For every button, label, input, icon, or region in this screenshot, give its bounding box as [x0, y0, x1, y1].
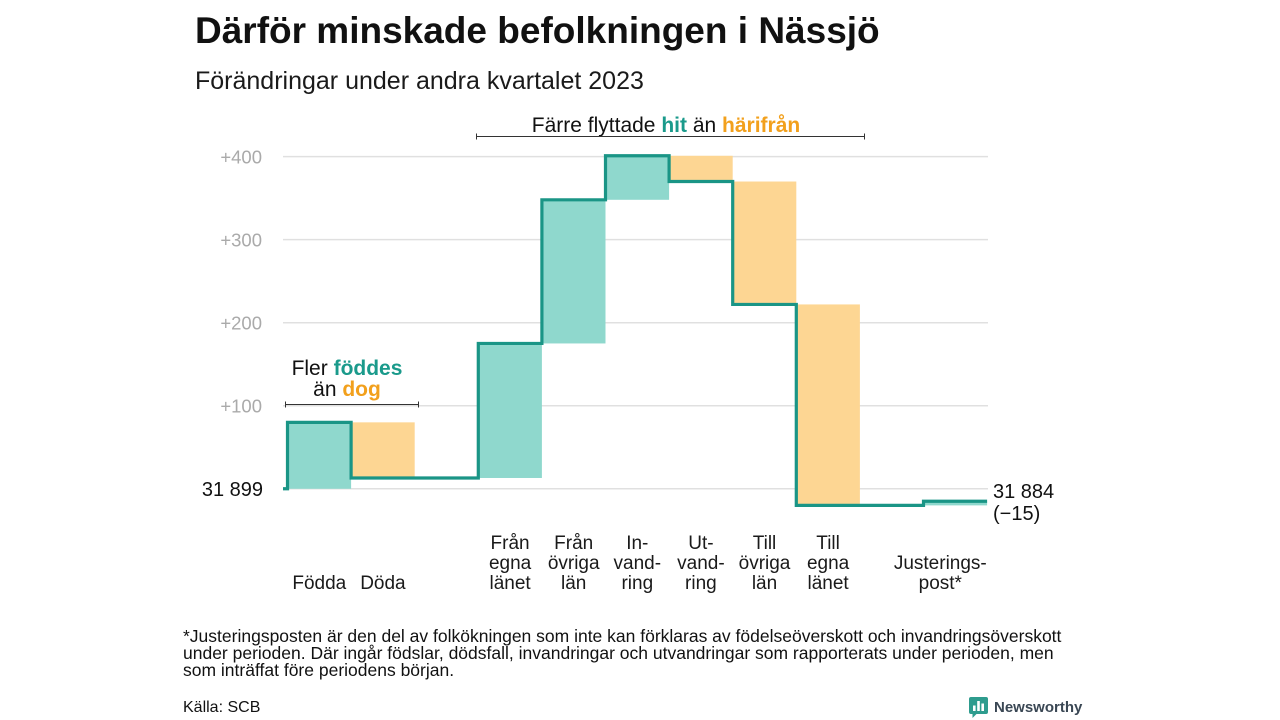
y-tick-label: +400 — [220, 147, 262, 168]
category-label-line: post* — [919, 573, 963, 594]
category-label-line: vand- — [677, 553, 725, 574]
category-label: Justerings-post* — [894, 553, 987, 594]
y-tick-label: +300 — [220, 230, 262, 251]
bar-decrease — [669, 155, 733, 182]
category-label-line: länet — [807, 573, 849, 594]
category-label-line: ring — [685, 573, 717, 594]
waterfall-bars — [287, 155, 988, 506]
bar-increase — [287, 422, 352, 489]
logo-bar-shape — [973, 705, 976, 711]
category-label-line: Födda — [292, 573, 346, 594]
end-change-label: (−15) — [993, 503, 1040, 525]
newsworthy-logo-icon — [969, 697, 988, 718]
annotation-highlight-decrease: härifrån — [722, 114, 800, 137]
bar-increase — [541, 199, 606, 344]
category-label-line: Döda — [360, 573, 406, 594]
annotation-highlight-increase: hit — [661, 114, 687, 137]
brand-name: Newsworthy — [994, 699, 1083, 716]
births-annotation-line-1: Fler föddes — [292, 357, 403, 380]
chart-title: Därför minskade befolkningen i Nässjö — [195, 10, 880, 51]
annotation-text: än — [693, 114, 716, 137]
category-label-line: egna — [489, 553, 532, 574]
annotation-text: än — [313, 378, 336, 401]
births-annotation: Fler föddes än dog — [285, 357, 419, 408]
category-label-line: Justerings- — [894, 553, 987, 574]
category-label: Till övriga län — [739, 533, 791, 594]
category-label: Till egna länet — [807, 533, 850, 594]
y-axis-labels: +400 +300 +200 +100 — [220, 147, 262, 417]
end-value-label: 31 884 — [993, 481, 1054, 503]
annotation-text: Fler — [292, 357, 328, 380]
category-label: Döda — [360, 573, 406, 594]
category-label-line: länet — [489, 573, 531, 594]
source-note: Källa: SCB — [183, 699, 261, 716]
chart-subtitle: Förändringar under andra kvartalet 2023 — [195, 67, 644, 95]
footnote-line: *Justeringsposten är den del av folkökni… — [183, 626, 1062, 646]
footnote-line: under perioden. Där ingår födslar, dödsf… — [183, 643, 1054, 663]
category-label: Ut-vand-ring — [677, 533, 725, 594]
gridlines — [283, 155, 988, 490]
category-label-line: övriga — [739, 553, 791, 574]
category-label-line: Till — [816, 533, 840, 554]
annotation-highlight-increase: föddes — [334, 357, 403, 380]
annotation-text: Färre flyttade — [532, 114, 656, 137]
bar-decrease — [351, 422, 415, 478]
footnote: *Justeringsposten är den del av folkökni… — [183, 626, 1062, 680]
migration-bracket — [476, 133, 865, 140]
category-label: Från egna länet — [489, 533, 532, 594]
migration-annotation: Färre flyttade hit än härifrån — [476, 114, 865, 140]
category-label-line: Till — [753, 533, 777, 554]
y-tick-label: +100 — [220, 396, 262, 417]
category-label-line: Från — [554, 533, 593, 554]
bar-increase — [923, 501, 988, 506]
category-label-line: egna — [807, 553, 850, 574]
bar-decrease — [796, 304, 860, 506]
category-label: Från övriga län — [548, 533, 600, 594]
births-bracket — [285, 401, 419, 408]
category-label-line: Från — [491, 533, 530, 554]
annotation-highlight-decrease: dog — [342, 378, 380, 401]
category-label-line: övriga — [548, 553, 600, 574]
category-label: Födda — [292, 573, 346, 594]
migration-annotation-text: Färre flyttade hit än härifrån — [532, 114, 800, 137]
category-label-line: län — [561, 573, 586, 594]
births-annotation-line-2: än dog — [313, 378, 381, 401]
footnote-line: som inträffat före periodens början. — [183, 660, 455, 680]
category-label-line: vand- — [614, 553, 662, 574]
category-label-line: Ut- — [688, 533, 713, 554]
logo-bar-shape — [981, 703, 984, 711]
category-label-line: ring — [621, 573, 653, 594]
category-label-line: In- — [626, 533, 648, 554]
brand-logo: Newsworthy — [969, 697, 1082, 718]
category-label: In-vand-ring — [614, 533, 662, 594]
y-tick-label: +200 — [220, 313, 262, 334]
bar-increase — [478, 343, 542, 478]
bar-decrease — [732, 181, 797, 305]
start-value-label: 31 899 — [202, 479, 263, 501]
bar-increase — [605, 155, 670, 200]
running-total-line — [283, 154, 988, 507]
logo-bar-shape — [977, 701, 980, 711]
category-label-line: län — [752, 573, 777, 594]
